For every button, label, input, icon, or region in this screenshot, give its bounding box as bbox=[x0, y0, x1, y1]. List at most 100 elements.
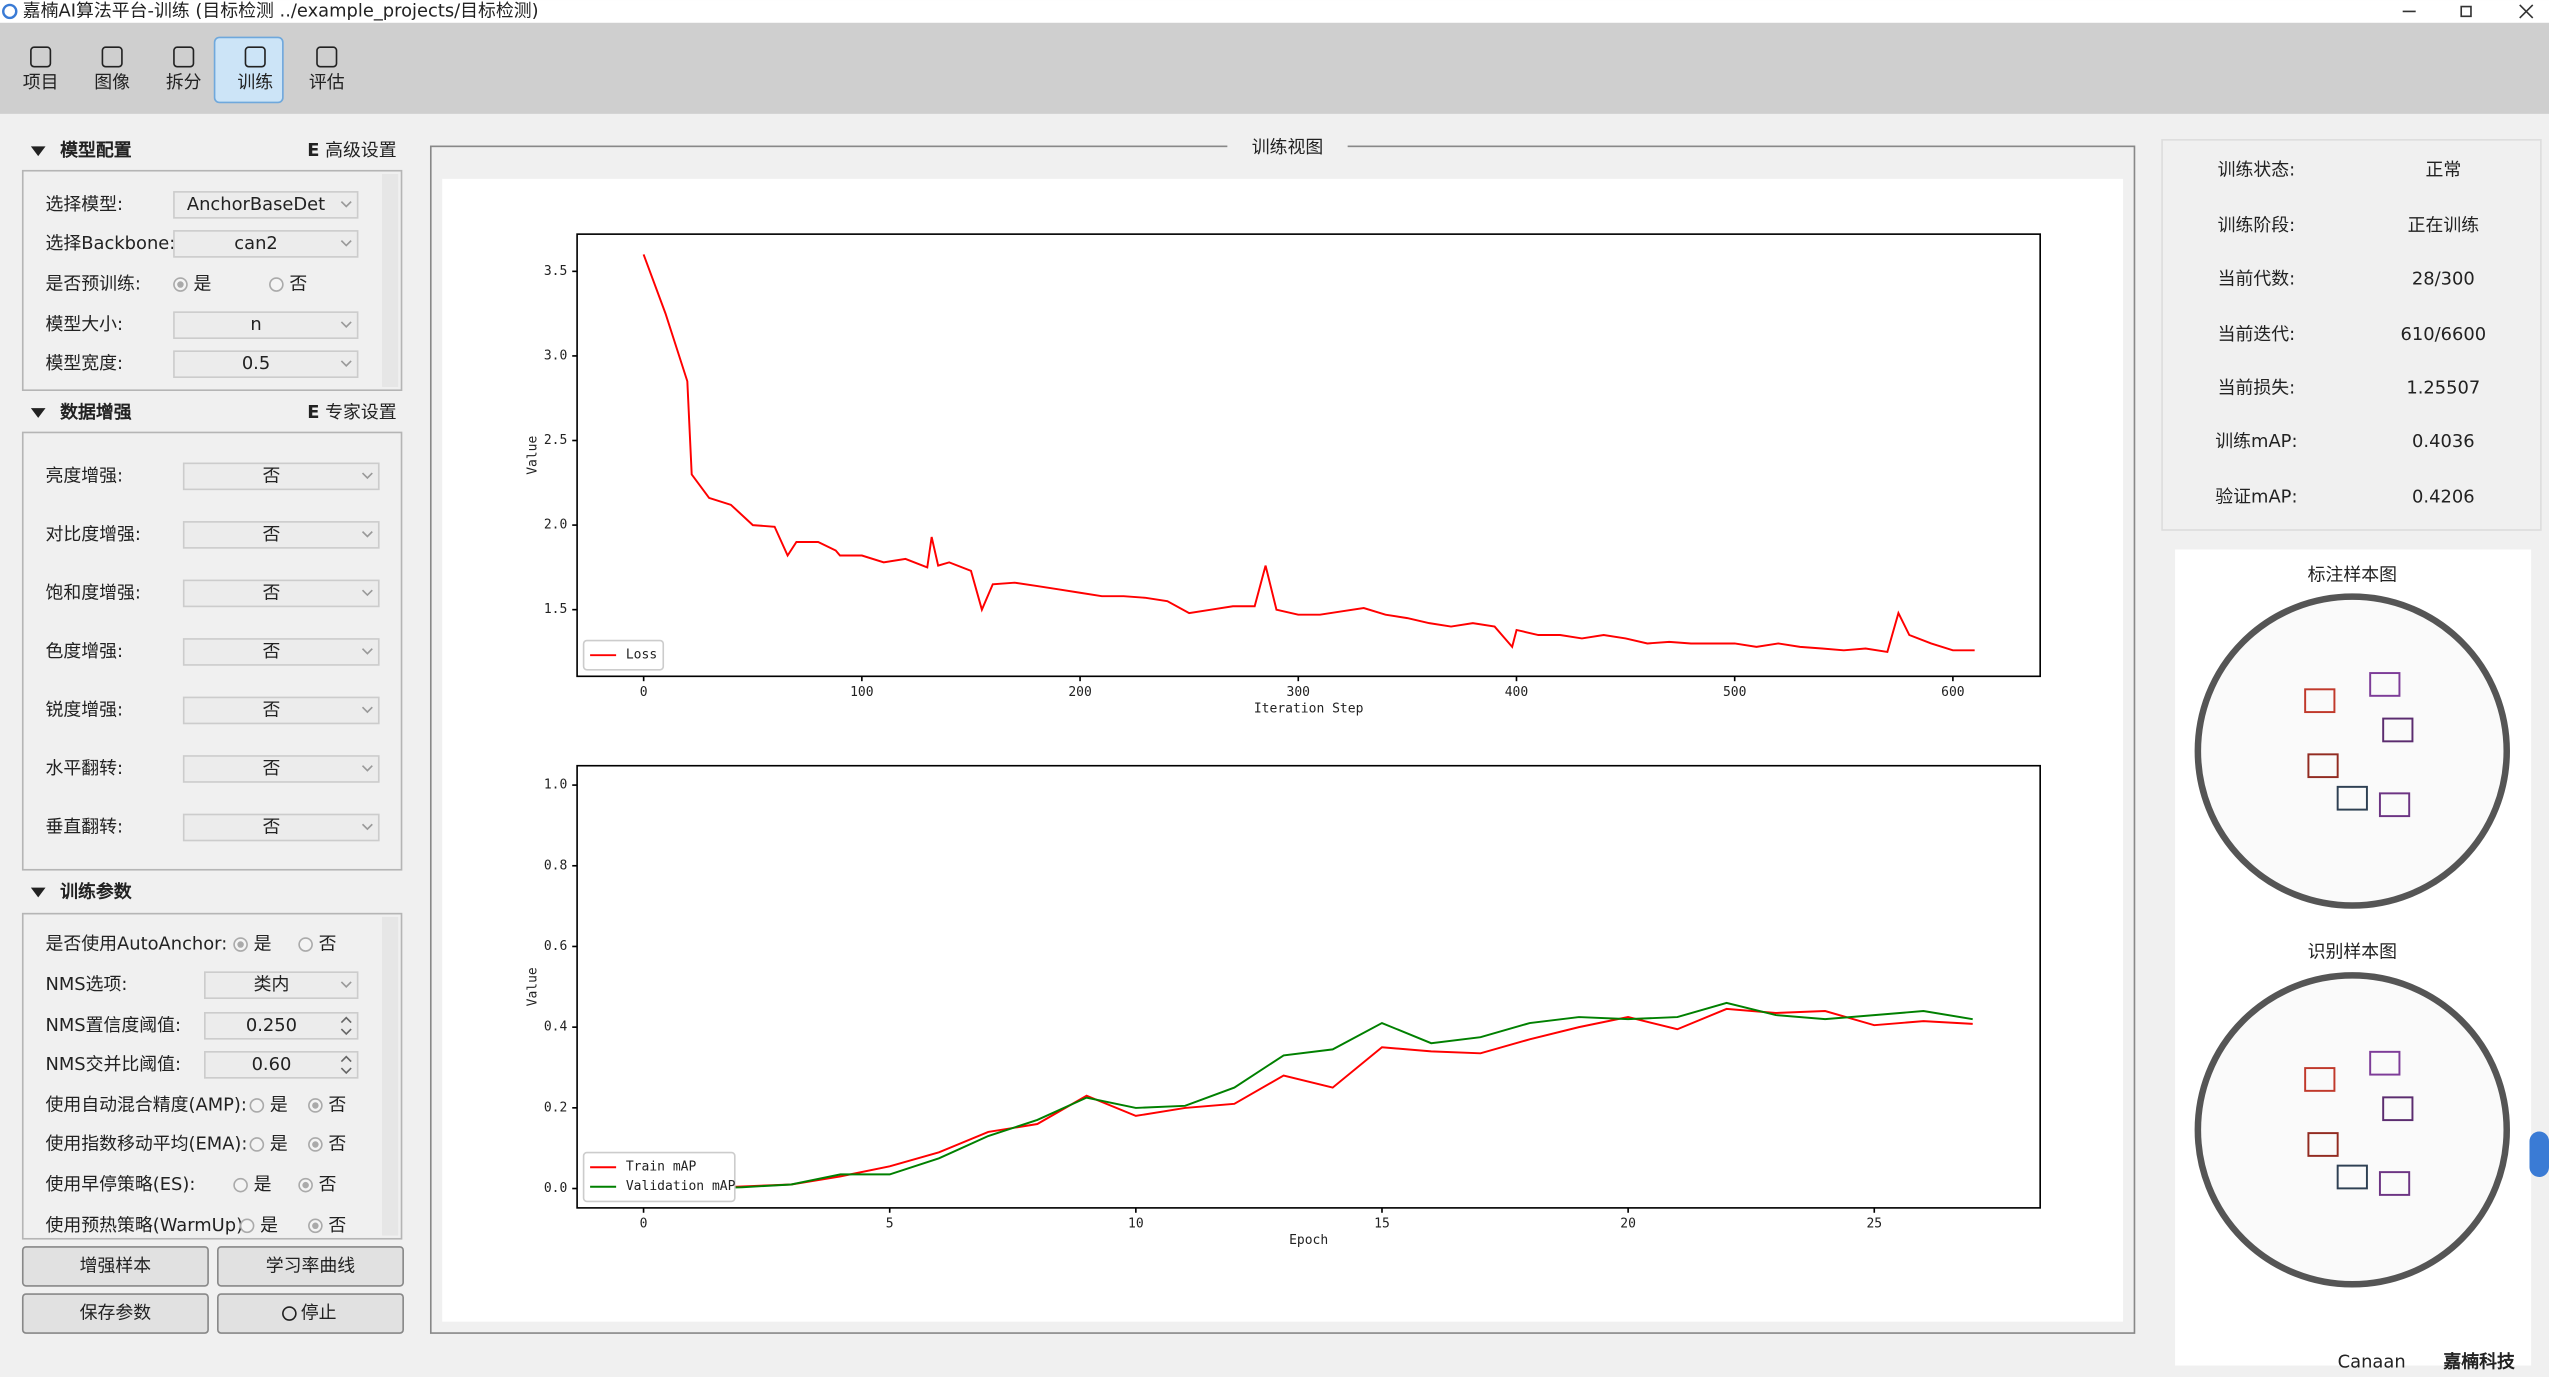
status-value: 610/6600 bbox=[2401, 324, 2487, 345]
close-button[interactable] bbox=[2519, 4, 2534, 19]
tab-label[interactable]: 图像 bbox=[94, 72, 130, 93]
radio-label: 是 bbox=[270, 1133, 288, 1154]
app-icon bbox=[2, 3, 18, 20]
detection-box bbox=[2307, 1132, 2339, 1157]
tab-label[interactable]: 项目 bbox=[23, 72, 59, 93]
y-tick-label: 2.0 bbox=[544, 518, 567, 533]
radio[interactable] bbox=[249, 1098, 265, 1113]
legend-label: Train mAP bbox=[626, 1160, 697, 1175]
toolbar bbox=[0, 22, 2549, 114]
dropdown bbox=[173, 191, 359, 219]
radio[interactable] bbox=[233, 1177, 248, 1193]
radio-label: 否 bbox=[319, 934, 337, 955]
radio-dot bbox=[312, 1141, 319, 1148]
field-value: 否 bbox=[263, 641, 281, 662]
radio-label: 否 bbox=[328, 1094, 346, 1115]
status-panel bbox=[2161, 139, 2542, 531]
dropdown bbox=[182, 579, 380, 608]
tab-label[interactable]: 评估 bbox=[309, 72, 345, 93]
y-tick-label: 0.4 bbox=[544, 1020, 568, 1035]
tab-label[interactable]: 拆分 bbox=[166, 72, 202, 93]
field-value: 否 bbox=[263, 582, 281, 603]
field-label: 色度增强: bbox=[46, 641, 124, 662]
dropdown bbox=[182, 813, 380, 842]
detection-box bbox=[2378, 1171, 2411, 1196]
status-value: 0.4036 bbox=[2412, 431, 2475, 452]
radio[interactable] bbox=[298, 937, 313, 952]
y-tick-label: 1.0 bbox=[544, 778, 567, 793]
radio-label: 是 bbox=[254, 1174, 272, 1195]
y-tick-label: 1.5 bbox=[544, 602, 567, 617]
field-value: n bbox=[250, 314, 261, 335]
field-value: 0.250 bbox=[246, 1015, 297, 1036]
dropdown-arrow[interactable] bbox=[361, 472, 373, 480]
dropdown bbox=[182, 462, 380, 491]
status-label: 训练阶段: bbox=[2218, 215, 2296, 236]
spin-box bbox=[204, 1051, 359, 1079]
data-line bbox=[643, 1007, 1973, 1190]
dropdown-arrow[interactable] bbox=[340, 360, 352, 367]
spin-arrows[interactable] bbox=[340, 1055, 352, 1075]
detection-box bbox=[2304, 1067, 2336, 1092]
legend bbox=[582, 1151, 736, 1203]
dropdown-arrow[interactable] bbox=[361, 589, 373, 597]
x-axis-label: Iteration Step bbox=[1254, 701, 1364, 716]
field-value: 否 bbox=[263, 816, 281, 837]
y-tick-label: 0.0 bbox=[544, 1181, 567, 1196]
collapse-arrow[interactable] bbox=[30, 408, 46, 418]
detection-box bbox=[2382, 717, 2414, 743]
button-label[interactable]: 停止 bbox=[301, 1303, 337, 1324]
dropdown-arrow[interactable] bbox=[361, 706, 373, 714]
collapse-arrow[interactable] bbox=[30, 146, 46, 157]
radio-label: 否 bbox=[328, 1133, 346, 1154]
dropdown bbox=[182, 638, 380, 666]
status-label: 当前迭代: bbox=[2218, 324, 2296, 345]
detection-box bbox=[2336, 785, 2368, 811]
field-label: 对比度增强: bbox=[46, 524, 141, 545]
stop-icon bbox=[282, 1306, 297, 1321]
tab-label[interactable]: 训练 bbox=[237, 72, 273, 93]
settings-link[interactable]: 高级设置 bbox=[325, 140, 397, 161]
button-label[interactable]: 增强样本 bbox=[80, 1255, 152, 1276]
x-tick-label: 0 bbox=[640, 1217, 648, 1232]
x-tick-label: 600 bbox=[1941, 685, 1964, 700]
settings-link[interactable]: 专家设置 bbox=[325, 402, 397, 423]
field-value: 类内 bbox=[254, 974, 290, 995]
y-tick-label: 3.5 bbox=[544, 264, 567, 279]
spin-box bbox=[204, 1012, 359, 1040]
settings-icon: E bbox=[307, 140, 319, 161]
x-tick-label: 300 bbox=[1287, 685, 1310, 700]
section-title: 模型配置 bbox=[60, 139, 132, 161]
radio-dot bbox=[302, 1181, 309, 1189]
dropdown-arrow[interactable] bbox=[340, 201, 352, 208]
dropdown-arrow[interactable] bbox=[361, 765, 373, 772]
dropdown bbox=[173, 350, 359, 379]
status-value: 正在训练 bbox=[2408, 215, 2480, 236]
status-value: 正常 bbox=[2425, 160, 2461, 181]
image-title: 标注样本图 bbox=[2308, 565, 2397, 586]
detection-box bbox=[2336, 1164, 2368, 1190]
dropdown-arrow[interactable] bbox=[340, 240, 352, 247]
field-label: 使用预热策略(WarmUp): bbox=[46, 1215, 250, 1236]
field-value: 否 bbox=[263, 465, 281, 486]
collapse-arrow[interactable] bbox=[30, 887, 46, 898]
side-handle bbox=[2529, 1131, 2549, 1178]
dropdown-arrow[interactable] bbox=[340, 321, 352, 328]
radio[interactable] bbox=[239, 1218, 255, 1234]
button-label[interactable]: 学习率曲线 bbox=[266, 1255, 355, 1276]
spin-arrows[interactable] bbox=[340, 1016, 352, 1036]
radio[interactable] bbox=[249, 1137, 265, 1152]
dropdown-arrow[interactable] bbox=[361, 823, 373, 831]
button-label[interactable]: 保存参数 bbox=[80, 1303, 152, 1324]
dropdown-arrow[interactable] bbox=[361, 531, 373, 538]
sample-dish bbox=[2194, 972, 2510, 1288]
tab-icon bbox=[101, 46, 123, 68]
dropdown-arrow[interactable] bbox=[361, 648, 373, 655]
maximize-button[interactable] bbox=[2460, 5, 2472, 18]
radio[interactable] bbox=[269, 277, 284, 292]
dropdown-arrow[interactable] bbox=[340, 981, 352, 988]
radio-label: 是 bbox=[260, 1215, 278, 1236]
x-tick-label: 20 bbox=[1620, 1217, 1636, 1232]
field-label: NMS选项: bbox=[46, 974, 128, 995]
